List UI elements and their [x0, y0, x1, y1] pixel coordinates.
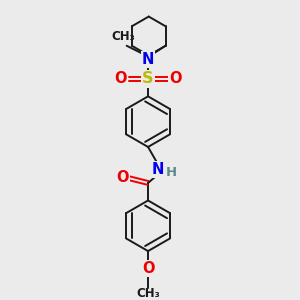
Text: CH₃: CH₃	[111, 31, 135, 44]
Text: H: H	[166, 166, 177, 179]
Text: N: N	[152, 162, 164, 177]
Text: O: O	[115, 71, 127, 86]
Text: CH₃: CH₃	[136, 287, 160, 300]
Text: O: O	[116, 169, 129, 184]
Text: O: O	[169, 71, 182, 86]
Text: S: S	[142, 71, 154, 86]
Text: O: O	[142, 261, 154, 276]
Text: N: N	[142, 52, 154, 67]
